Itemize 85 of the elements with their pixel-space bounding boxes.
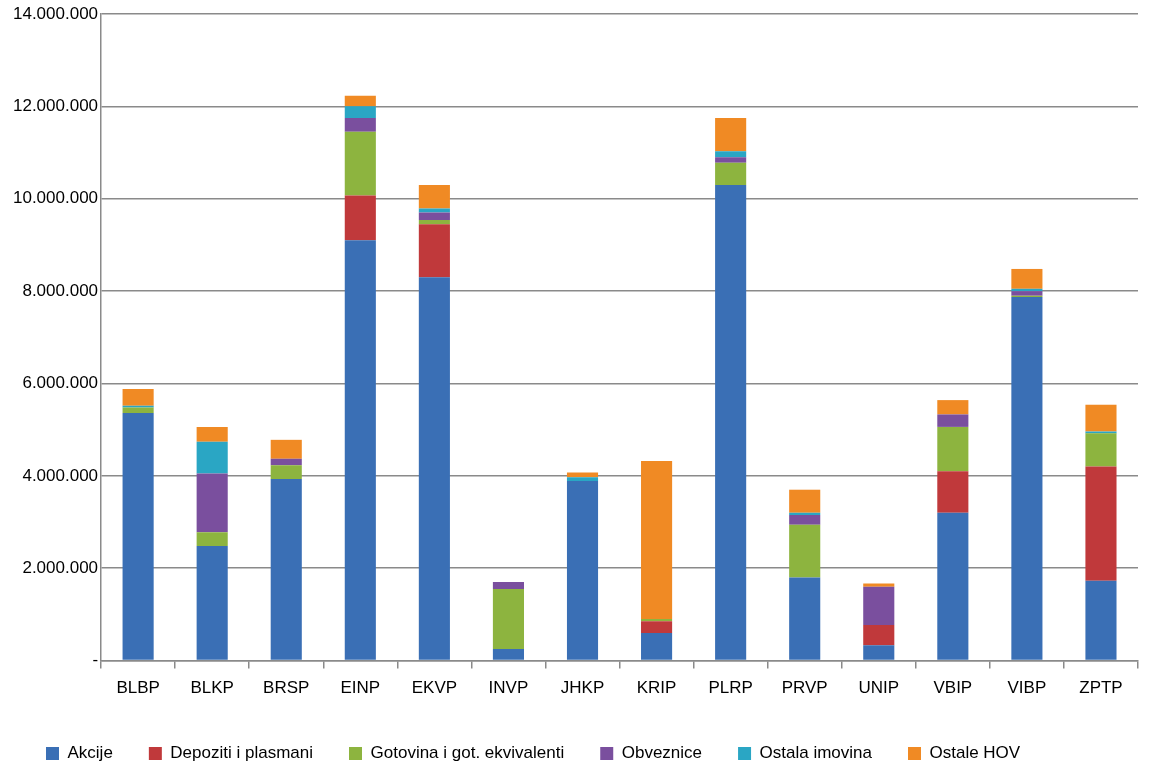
bar	[863, 583, 895, 587]
bar	[863, 625, 895, 646]
bar	[863, 586, 895, 626]
bar	[715, 117, 747, 152]
bar	[196, 441, 228, 474]
bar	[715, 184, 747, 660]
bar	[270, 439, 302, 459]
bar	[789, 524, 821, 578]
x-tick-label: UNIP	[858, 678, 900, 698]
bar	[937, 512, 969, 660]
bar	[789, 577, 821, 660]
bar	[418, 224, 450, 278]
bar	[492, 589, 524, 650]
bar	[196, 473, 228, 533]
bar	[270, 465, 302, 480]
bar	[937, 471, 969, 513]
bar	[344, 240, 376, 660]
bar	[492, 582, 524, 590]
bar	[641, 621, 673, 633]
x-tick-label: EKVP	[411, 678, 458, 698]
bar	[937, 414, 969, 427]
bar	[196, 546, 228, 660]
bar	[270, 479, 302, 660]
bar	[122, 389, 154, 406]
bar	[641, 632, 673, 660]
bar	[715, 151, 747, 158]
bar	[1085, 404, 1117, 432]
y-tick-label: 14.000.000	[12, 3, 99, 23]
bar	[196, 532, 228, 547]
x-tick-label: ZPTP	[1079, 678, 1123, 698]
legend-label: Obveznice	[621, 743, 703, 763]
x-tick-label: EINP	[340, 678, 381, 698]
bar	[344, 117, 376, 132]
bar	[196, 426, 228, 442]
y-tick-label: 2.000.000	[22, 557, 99, 577]
bar	[344, 131, 376, 196]
bar	[344, 195, 376, 241]
x-tick-label: BLBP	[116, 678, 160, 698]
bar	[1011, 268, 1043, 289]
legend-label: Depoziti i plasmani	[170, 743, 314, 763]
bar	[641, 461, 673, 620]
x-tick-label: PLRP	[708, 678, 753, 698]
bar	[418, 219, 450, 225]
bar	[418, 208, 450, 213]
bar	[344, 95, 376, 107]
x-tick-label: INVP	[488, 678, 529, 698]
bar	[566, 477, 599, 481]
legend-label: Akcije	[67, 743, 113, 763]
x-tick-label: KRIP	[636, 678, 677, 698]
legend-label: Gotovina i got. ekvivalenti	[370, 743, 565, 763]
x-tick-label: VBIP	[933, 678, 973, 698]
bar	[937, 426, 969, 472]
legend-label: Ostale HOV	[929, 743, 1021, 763]
y-tick-label: 12.000.000	[12, 96, 99, 116]
x-tick-label: VIBP	[1007, 678, 1047, 698]
x-tick-label: JHKP	[560, 678, 605, 698]
bar	[492, 649, 524, 660]
bar	[418, 212, 450, 220]
bar	[789, 489, 821, 513]
bar	[122, 407, 154, 414]
bar	[1085, 433, 1117, 467]
bar	[566, 480, 599, 660]
bar	[418, 277, 450, 660]
bar	[1011, 291, 1043, 296]
y-tick-label: -	[92, 650, 99, 670]
bar	[418, 184, 450, 209]
y-tick-label: 6.000.000	[22, 373, 99, 393]
y-tick-label: 10.000.000	[12, 188, 99, 208]
bar	[122, 413, 154, 660]
x-tick-label: PRVP	[781, 678, 828, 698]
y-tick-label: 4.000.000	[22, 465, 99, 485]
bar	[270, 458, 302, 466]
bar	[715, 157, 747, 163]
bar	[715, 162, 747, 185]
bar	[1085, 466, 1117, 581]
y-tick-label: 8.000.000	[22, 280, 99, 300]
bar	[789, 515, 821, 525]
bar	[863, 645, 895, 660]
bar	[937, 400, 969, 415]
bar	[1011, 297, 1043, 660]
x-tick-label: BRSP	[263, 678, 310, 698]
legend-label: Ostala imovina	[759, 743, 873, 763]
x-tick-label: BLKP	[190, 678, 234, 698]
bar	[344, 106, 376, 118]
bar	[1085, 580, 1117, 660]
